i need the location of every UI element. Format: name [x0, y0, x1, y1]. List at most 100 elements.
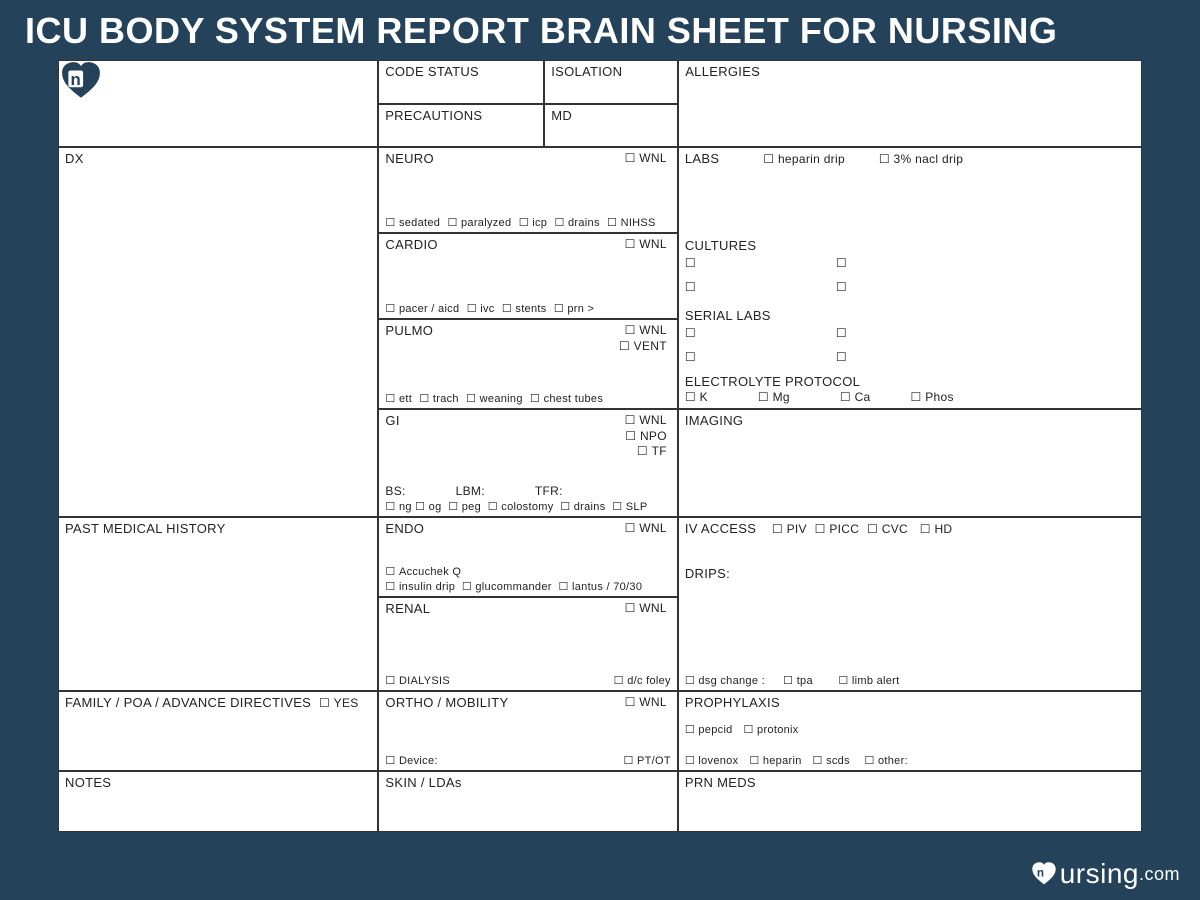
empty-checkbox[interactable]: ☐	[836, 256, 847, 270]
pulmo-label: PULMO	[385, 323, 433, 338]
ortho-ptot-checkbox[interactable]: PT/OT	[623, 754, 670, 767]
nursing-heart-icon: n	[1030, 861, 1058, 887]
cardio-prn-checkbox[interactable]: prn >	[554, 303, 594, 315]
gi-bs-label: BS:	[385, 484, 405, 498]
precautions-cell: PRECAUTIONS	[378, 104, 544, 147]
allergies-cell: ALLERGIES	[678, 61, 1141, 147]
md-label: MD	[551, 108, 572, 123]
gi-drains-checkbox[interactable]: drains	[560, 501, 605, 513]
proph-other-checkbox[interactable]: other:	[864, 755, 907, 767]
gi-tf-checkbox[interactable]: TF	[637, 444, 667, 458]
electro-phos-checkbox[interactable]: Phos	[911, 390, 954, 404]
pulmo-wnl-checkbox[interactable]: WNL	[625, 323, 667, 337]
neuro-wnl-checkbox[interactable]: WNL	[625, 151, 667, 165]
neuro-drains-checkbox[interactable]: drains	[554, 217, 599, 229]
skin-cell: SKIN / LDAs	[378, 771, 677, 831]
ortho-wnl-checkbox[interactable]: WNL	[625, 695, 667, 709]
gi-colostomy-checkbox[interactable]: colostomy	[488, 501, 554, 513]
renal-wnl-checkbox[interactable]: WNL	[625, 601, 667, 615]
notes-cell: NOTES	[59, 771, 378, 831]
endo-accuchek-checkbox[interactable]: Accuchek Q	[385, 566, 461, 578]
iv-limbalert-checkbox[interactable]: limb alert	[838, 675, 899, 687]
neuro-icp-checkbox[interactable]: icp	[519, 217, 548, 229]
prn-meds-cell: PRN MEDS	[678, 771, 1141, 831]
code-status-cell: CODE STATUS	[378, 61, 544, 104]
ortho-cell: ORTHO / MOBILITY WNL Device: PT/OT	[378, 691, 677, 771]
labs-label: LABS	[685, 151, 719, 166]
notes-label: NOTES	[65, 775, 111, 790]
cardio-wnl-checkbox[interactable]: WNL	[625, 237, 667, 251]
empty-checkbox[interactable]: ☐	[685, 326, 696, 340]
svg-text:n: n	[71, 70, 81, 89]
cultures-label: CULTURES	[685, 238, 757, 253]
empty-checkbox[interactable]: ☐	[685, 256, 696, 270]
renal-dialysis-checkbox[interactable]: DIALYSIS	[385, 674, 450, 687]
electro-mg-checkbox[interactable]: Mg	[758, 390, 790, 404]
electro-ca-checkbox[interactable]: Ca	[840, 390, 871, 404]
proph-pepcid-checkbox[interactable]: pepcid	[685, 724, 733, 736]
gi-peg-checkbox[interactable]: peg	[448, 501, 481, 513]
nursing-brand-logo: n ursing.com	[1030, 858, 1180, 890]
family-poa-label: FAMILY / POA / ADVANCE DIRECTIVES YES	[65, 695, 359, 710]
empty-checkbox[interactable]: ☐	[836, 350, 847, 364]
iv-hd-checkbox[interactable]: HD	[920, 522, 953, 536]
electrolyte-label: ELECTROLYTE PROTOCOL	[685, 374, 860, 389]
brand-suffix: .com	[1139, 864, 1180, 885]
proph-protonix-checkbox[interactable]: protonix	[744, 724, 799, 736]
endo-lantus-checkbox[interactable]: lantus / 70/30	[558, 581, 642, 593]
endo-label: ENDO	[385, 521, 424, 536]
pulmo-trach-checkbox[interactable]: trach	[419, 393, 459, 405]
gi-npo-checkbox[interactable]: NPO	[625, 429, 667, 443]
pulmo-weaning-checkbox[interactable]: weaning	[466, 393, 523, 405]
empty-checkbox[interactable]: ☐	[836, 326, 847, 340]
neuro-paralyzed-checkbox[interactable]: paralyzed	[447, 217, 511, 229]
drips-label: DRIPS:	[685, 566, 730, 581]
md-cell: MD	[544, 104, 678, 147]
iv-cvc-checkbox[interactable]: CVC	[867, 522, 908, 536]
pulmo-ett-checkbox[interactable]: ett	[385, 393, 412, 405]
family-poa-cell: FAMILY / POA / ADVANCE DIRECTIVES YES	[59, 691, 378, 771]
prn-meds-label: PRN MEDS	[685, 775, 756, 790]
gi-og-checkbox[interactable]: og	[415, 501, 441, 513]
ortho-device-checkbox[interactable]: Device:	[385, 754, 437, 767]
empty-checkbox[interactable]: ☐	[685, 280, 696, 294]
dx-label: DX	[65, 151, 84, 166]
pulmo-chesttubes-checkbox[interactable]: chest tubes	[530, 393, 603, 405]
endo-glucommander-checkbox[interactable]: glucommander	[462, 581, 552, 593]
brand-text: ursing	[1060, 858, 1139, 890]
code-status-label: CODE STATUS	[385, 64, 479, 79]
cardio-label: CARDIO	[385, 237, 437, 252]
cardio-stents-checkbox[interactable]: stents	[502, 303, 547, 315]
endo-wnl-checkbox[interactable]: WNL	[625, 521, 667, 535]
gi-wnl-checkbox[interactable]: WNL	[625, 413, 667, 427]
empty-checkbox[interactable]: ☐	[836, 280, 847, 294]
page-title: ICU BODY SYSTEM REPORT BRAIN SHEET FOR N…	[0, 0, 1200, 60]
renal-label: RENAL	[385, 601, 430, 616]
empty-checkbox[interactable]: ☐	[685, 350, 696, 364]
proph-lovenox-checkbox[interactable]: lovenox	[685, 755, 739, 767]
patient-id-cell	[59, 61, 378, 147]
pulmo-vent-checkbox[interactable]: VENT	[619, 339, 667, 353]
pmh-cell: PAST MEDICAL HISTORY	[59, 517, 378, 691]
dx-cell: DX	[59, 147, 378, 517]
iv-piv-checkbox[interactable]: PIV	[772, 522, 807, 536]
neuro-nihss-checkbox[interactable]: NIHSS	[607, 217, 656, 229]
endo-insulin-checkbox[interactable]: insulin drip	[385, 581, 455, 593]
gi-ng-checkbox[interactable]: ng	[385, 501, 411, 513]
electro-k-checkbox[interactable]: K	[685, 390, 708, 404]
cardio-ivc-checkbox[interactable]: ivc	[467, 303, 495, 315]
cardio-pacer-checkbox[interactable]: pacer / aicd	[385, 303, 459, 315]
proph-scds-checkbox[interactable]: scds	[813, 755, 850, 767]
renal-dcfoley-checkbox[interactable]: d/c foley	[614, 674, 671, 687]
imaging-label: IMAGING	[685, 413, 743, 428]
renal-cell: RENAL WNL DIALYSIS d/c foley	[378, 597, 677, 691]
labs-nacl-checkbox[interactable]: 3% nacl drip	[879, 152, 963, 166]
iv-tpa-checkbox[interactable]: tpa	[783, 675, 813, 687]
iv-dsg-checkbox[interactable]: dsg change :	[685, 675, 765, 687]
gi-tfr-label: TFR:	[535, 484, 563, 498]
gi-slp-checkbox[interactable]: SLP	[612, 501, 647, 513]
iv-picc-checkbox[interactable]: PICC	[815, 522, 860, 536]
neuro-sedated-checkbox[interactable]: sedated	[385, 217, 440, 229]
proph-heparin-checkbox[interactable]: heparin	[749, 755, 801, 767]
labs-heparin-checkbox[interactable]: heparin drip	[763, 152, 845, 166]
